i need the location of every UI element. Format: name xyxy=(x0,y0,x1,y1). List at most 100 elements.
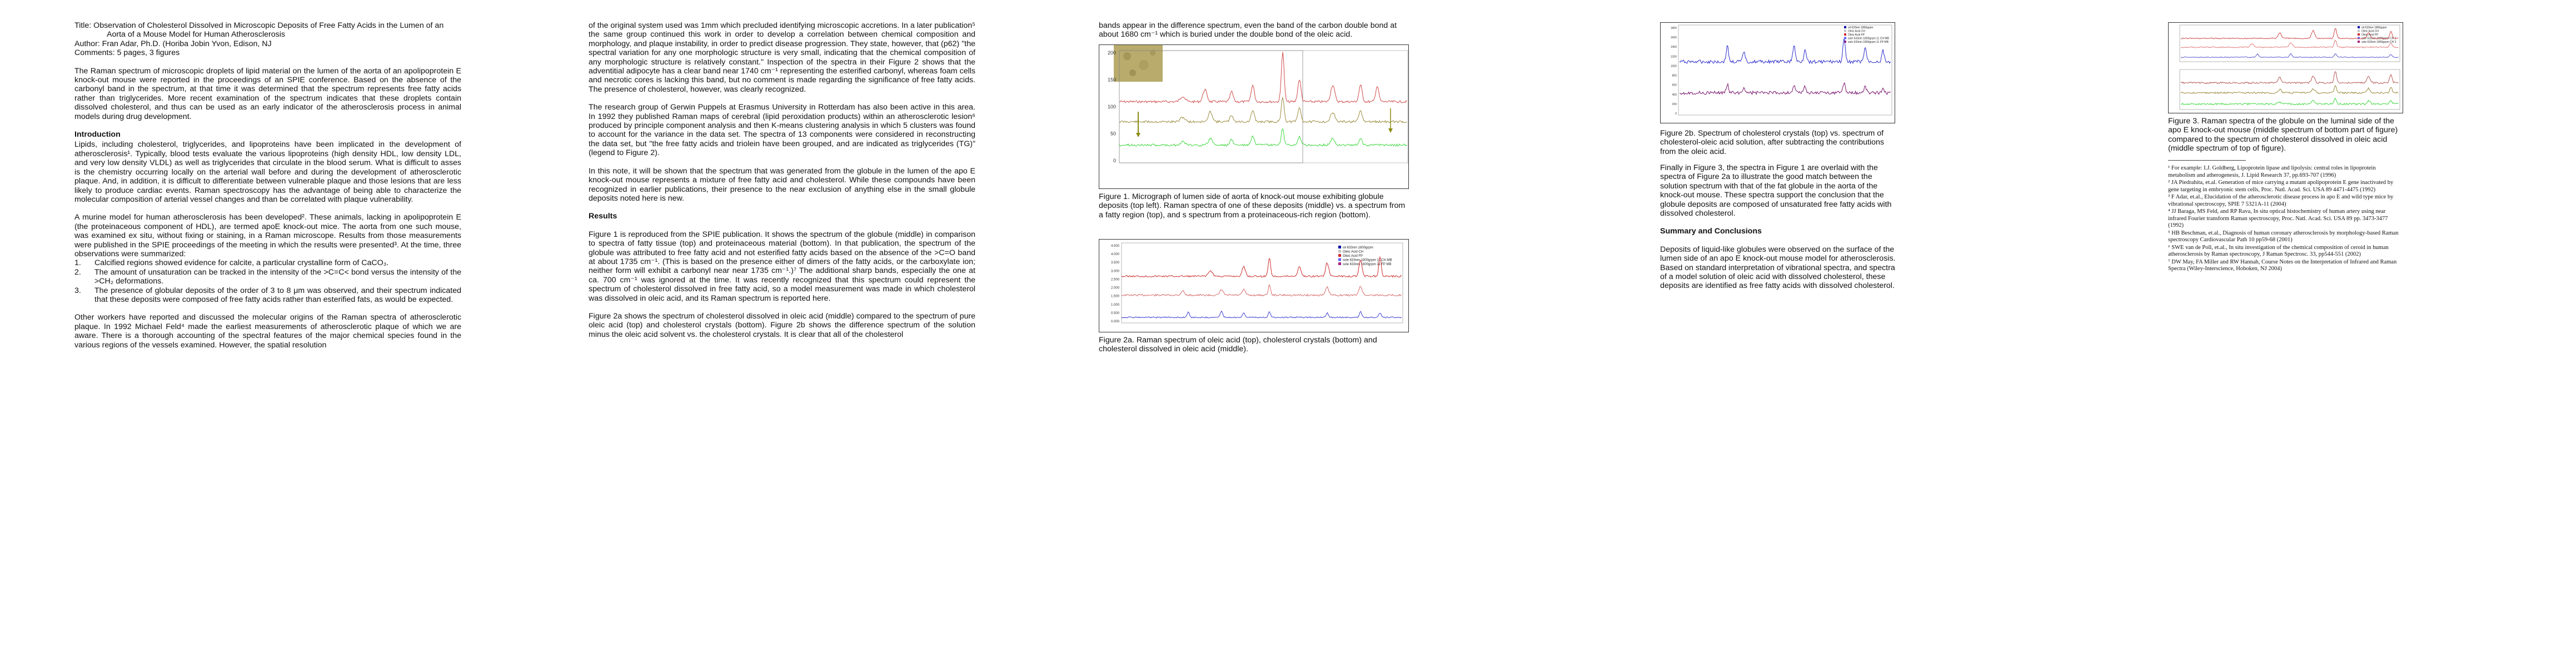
y-tick-label: 1000 xyxy=(1671,64,1677,68)
legend-label: Oleic Acid CH xyxy=(1848,30,1865,33)
legend-swatch xyxy=(1338,258,1341,261)
fig2a-series-bottom xyxy=(1121,310,1402,318)
legend-swatch xyxy=(1844,29,1846,32)
intro-paragraph-1: Lipids, including cholesterol, triglycer… xyxy=(74,140,461,204)
fig3-series-top-1 xyxy=(2180,28,2399,39)
footnotes: ¹ For example: I.J. Goldberg, Lipoprotei… xyxy=(2168,160,2404,273)
list-item: 1. Calcified regions showed evidence for … xyxy=(74,258,389,268)
figure-2a-plot: 4.500 4.000 3.500 3.000 2.500 2.000 1.500 1.000… xyxy=(1111,242,1403,323)
page4-column: Finally in Figure 3, the spectra in Figu… xyxy=(1660,163,1897,300)
legend-swatch xyxy=(1338,246,1341,248)
legend-label: sole 633nm 1800grpm CH 1 xyxy=(2361,37,2396,41)
page2-paragraph-2: The research group of Gerwin Puppels at … xyxy=(589,103,975,158)
page4-paragraph-1: Finally in Figure 3, the spectra in Figu… xyxy=(1660,163,1892,218)
paper-title: Title: Observation of Cholesterol Dissol… xyxy=(74,21,444,39)
page2-paragraph-3: In this note, it will be shown that the … xyxy=(589,166,975,203)
legend-swatch xyxy=(2358,41,2360,43)
y-tick-label: 50 xyxy=(1110,131,1116,137)
legend-label: sole 633nm 1800grpm 11 CH MB xyxy=(1848,37,1889,41)
y-tick-label: 3.500 xyxy=(1111,261,1120,265)
fig2a-series-top xyxy=(1121,256,1402,278)
y-tick-label: 1200 xyxy=(1671,55,1677,58)
y-tick-label: 150 xyxy=(1108,77,1116,83)
fig3-series-top-2 xyxy=(2180,39,2399,48)
legend-label: sole 633nm 1800grpm 11 CH MB xyxy=(1343,259,1392,262)
intro-paragraph-3: Other workers have reported and discusse… xyxy=(74,313,461,350)
fig2b-series-bottom xyxy=(1679,82,1891,96)
footnote-item: ² JA Piedrahita, et.al. Generation of mi… xyxy=(2168,180,2394,193)
page2-paragraph-5: Figure 2a shows the spectrum of choleste… xyxy=(589,311,975,339)
legend-swatch xyxy=(1338,250,1341,253)
y-tick-label: 200 xyxy=(1108,50,1116,56)
fig3-series-bottom-1 xyxy=(2180,71,2399,84)
page-2: of the original system used was 1mm whic… xyxy=(517,0,1034,667)
abstract: The Raman spectrum of microscopic drople… xyxy=(74,66,461,121)
fig3-series-top-3 xyxy=(2180,53,2399,58)
legend-swatch xyxy=(1338,254,1341,257)
legend-label: oil 633nm 1800grpm xyxy=(1848,26,1874,29)
fig2a-axes xyxy=(1121,242,1403,323)
y-tick-label: 1400 xyxy=(1671,46,1677,49)
page2-paragraph-1: of the original system used was 1mm whic… xyxy=(589,21,975,94)
fig3-axes-bottom xyxy=(2179,69,2400,110)
page-5: oil 633nm 1800grpm Oleic Acid CH Oleic Aci… xyxy=(2062,0,2576,667)
legend-label: Oleic Acid FP xyxy=(1848,33,1865,37)
fig2b-series-top xyxy=(1679,38,1891,64)
y-tick-label: 400 xyxy=(1672,93,1677,97)
page-1: Title: Observation of Cholesterol Dissol… xyxy=(0,0,517,667)
y-tick-label: 0.000 xyxy=(1111,320,1120,323)
y-tick-label: 1.000 xyxy=(1111,303,1120,307)
paper-author: Author: Fran Adar, Ph.D. (Horiba Jobin Y… xyxy=(74,39,272,48)
list-item: 3. The presence of globular deposits of t… xyxy=(74,286,461,304)
footnote-item: ⁷ DW May, FA Miller and RW Hannah, Cours… xyxy=(2168,258,2397,272)
footnote-item: ¹ For example: I.J. Goldberg, Lipoprotei… xyxy=(2168,165,2376,178)
page-3: bands appear in the difference spectrum,… xyxy=(1034,0,1551,667)
figure-1-plot: 200 150 100 50 0 xyxy=(1108,45,1408,163)
y-tick-label: 200 xyxy=(1672,103,1677,106)
fig2a-y-ticks: 4.500 4.000 3.500 3.000 2.500 2.000 1.500 1.000… xyxy=(1111,245,1120,323)
y-tick-label: 100 xyxy=(1108,104,1116,109)
fig1-series-top xyxy=(1119,52,1407,104)
footnote-item: ⁶ SWE van de Poll, et.al., In situ inves… xyxy=(2168,244,2389,258)
legend-swatch xyxy=(1338,262,1341,265)
observation-list: 1. Calcified regions showed evidence for … xyxy=(74,258,461,304)
results-heading: Results xyxy=(589,212,617,221)
y-tick-label: 4.500 xyxy=(1111,245,1120,248)
paper-meta: Title: Observation of Cholesterol Dissol… xyxy=(74,21,461,58)
figure-2b-caption: Figure 2b. Spectrum of cholesterol cryst… xyxy=(1660,129,1884,156)
figure-3: oil 633nm 1800grpm Oleic Acid CH Oleic Aci… xyxy=(2168,22,2403,113)
y-tick-label: 1600 xyxy=(1671,36,1677,39)
legend-label: sole 633nm 1800grpm CH 2 xyxy=(2361,41,2396,44)
y-tick-label: 1800 xyxy=(1671,27,1677,30)
legend-label: Oleic Acid CH xyxy=(2361,30,2379,33)
footnote-item: ³ F Adar, et.al., Elucidation of the ath… xyxy=(2168,194,2394,207)
page3-top-text: bands appear in the difference spectrum,… xyxy=(1099,21,1397,39)
figure-2b-plot: 1800 1600 1400 1200 1000 800 600 400 200 0 oil 63… xyxy=(1671,24,1892,116)
page2-column: of the original system used was 1mm whic… xyxy=(589,21,975,348)
y-tick-label: 0 xyxy=(1113,158,1116,163)
y-tick-label: 2.500 xyxy=(1111,278,1120,281)
legend-swatch xyxy=(2358,33,2360,36)
y-tick-label: 1.500 xyxy=(1111,295,1120,298)
y-tick-label: 2.000 xyxy=(1111,287,1120,290)
legend-swatch xyxy=(2358,26,2360,28)
paper-comments: Comments: 5 pages, 3 figures xyxy=(74,48,180,58)
fig3-series-bottom-3 xyxy=(2180,97,2399,106)
y-tick-label: 0.500 xyxy=(1111,312,1120,315)
y-tick-label: 4.000 xyxy=(1111,253,1120,256)
fig1-series-bottom xyxy=(1119,128,1407,147)
legend-swatch xyxy=(2358,29,2360,32)
page-4: 1800 1600 1400 1200 1000 800 600 400 200 0 oil 63… xyxy=(1551,0,2062,667)
figure-2a: 4.500 4.000 3.500 3.000 2.500 2.000 1.500 1.000… xyxy=(1099,239,1409,332)
page2-paragraph-4: Figure 1 is reproduced from the SPIE pub… xyxy=(589,230,975,303)
fig3-series-bottom-2 xyxy=(2180,85,2399,94)
fig1-series-middle xyxy=(1119,96,1407,124)
fig2a-series-middle xyxy=(1121,283,1402,297)
page1-column: Title: Observation of Cholesterol Dissol… xyxy=(74,21,461,359)
introduction-heading: Introduction xyxy=(74,130,121,140)
legend-label: oil 633nm 1800grpm xyxy=(1343,246,1373,250)
footnote-item: ⁴ JJ Baraga, MS Feld, and RP Rava, In si… xyxy=(2168,208,2388,228)
